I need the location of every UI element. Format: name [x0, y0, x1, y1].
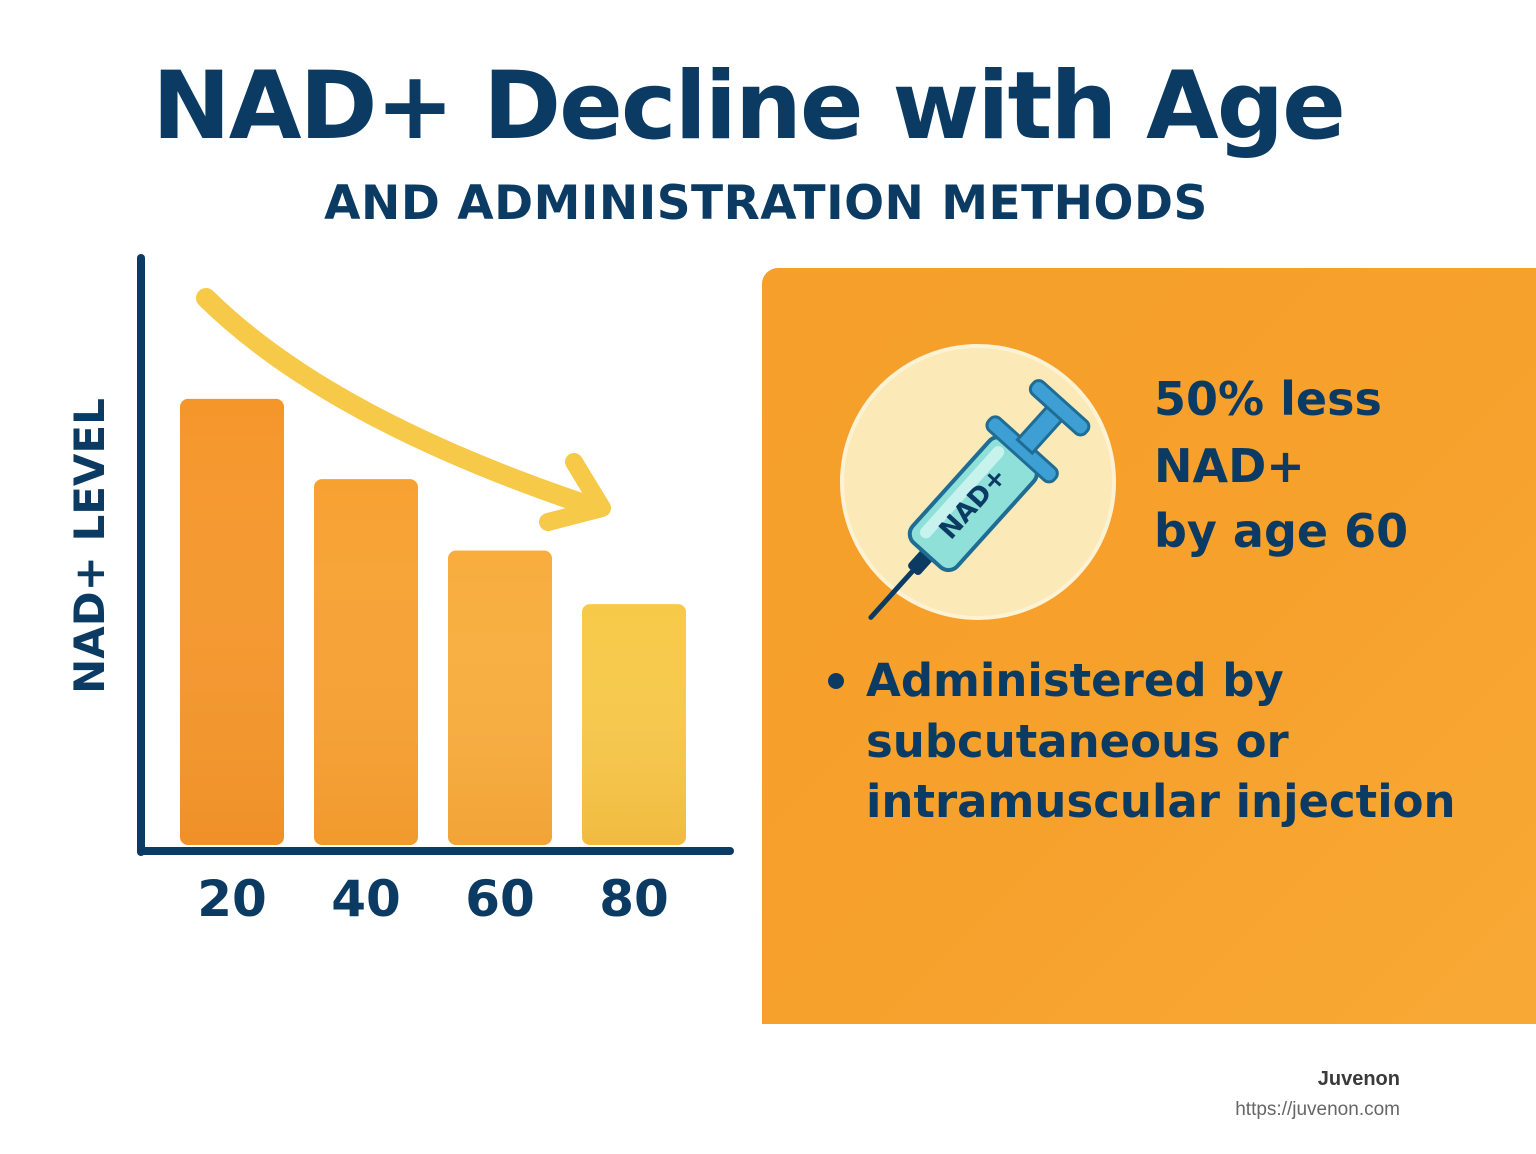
stat-line-3: by age 60 — [1154, 504, 1409, 558]
x-tick-labels: 20 40 60 80 — [197, 870, 669, 928]
y-axis-label: NAD+ LEVEL — [65, 398, 114, 694]
bullet-line-1: Administered by — [866, 654, 1284, 707]
bullet-dot — [828, 673, 844, 689]
x-tick-label-20: 20 — [197, 870, 267, 928]
x-tick-label-40: 40 — [331, 870, 401, 928]
bars-group — [180, 398, 686, 845]
bullet-line-3: intramuscular injection — [866, 775, 1456, 828]
stat-line-1: 50% less — [1154, 372, 1382, 426]
bar-shade-age-60 — [448, 550, 552, 845]
bullet-line-2: subcutaneous or — [866, 715, 1289, 768]
administration-panel: NAD+ 50% less NAD+ by age 60 Administere… — [762, 268, 1536, 1024]
page-subtitle: AND ADMINISTRATION METHODS — [324, 176, 1208, 231]
x-tick-label-80: 80 — [599, 870, 669, 928]
brand-url: https://juvenon.com — [1235, 1099, 1400, 1120]
bar-shade-age-80 — [582, 604, 686, 845]
trend-arrow-head — [539, 453, 611, 531]
page-title: NAD+ Decline with Age — [152, 52, 1346, 161]
x-tick-label-60: 60 — [465, 870, 535, 928]
brand-name: Juvenon — [1317, 1068, 1400, 1090]
stat-line-2: NAD+ — [1154, 439, 1305, 493]
trend-arrow-curve — [196, 288, 606, 518]
nad-level-bar-chart: NAD+ LEVEL 20 40 60 80 — [65, 254, 734, 928]
bar-shade-age-40 — [314, 479, 418, 845]
nad-syringe-icon: NAD+ — [840, 342, 1120, 622]
bar-shade-age-20 — [180, 398, 284, 845]
